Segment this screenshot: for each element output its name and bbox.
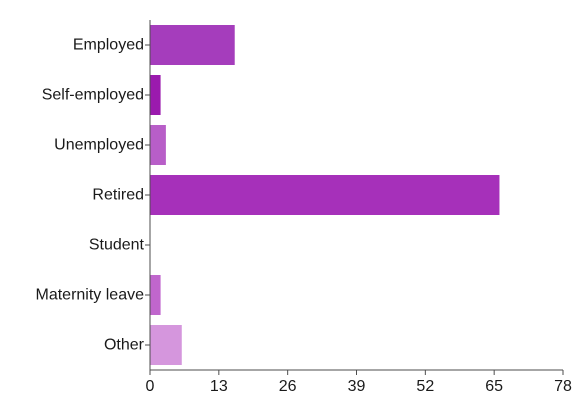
x-tick-label-52: 52 xyxy=(416,378,434,395)
x-tick-label-0: 0 xyxy=(146,378,155,395)
category-label-employed: Employed xyxy=(73,37,144,54)
category-label-student: Student xyxy=(89,237,145,254)
x-tick-label-26: 26 xyxy=(279,378,297,395)
category-label-maternity-leave: Maternity leave xyxy=(36,287,145,304)
bar-employed xyxy=(150,25,235,65)
category-label-self-employed: Self-employed xyxy=(42,87,144,104)
category-ticks xyxy=(145,44,150,346)
category-label-unemployed: Unemployed xyxy=(54,137,144,154)
category-label-other: Other xyxy=(104,337,145,354)
x-tick-label-65: 65 xyxy=(485,378,503,395)
category-labels: Employed Self-employed Unemployed Retired St… xyxy=(36,37,145,354)
bar-self-employed xyxy=(150,75,161,115)
category-label-retired: Retired xyxy=(92,187,144,204)
bar-other xyxy=(150,325,182,365)
x-tick-label-39: 39 xyxy=(348,378,366,395)
x-tick-label-13: 13 xyxy=(210,378,228,395)
bar-retired xyxy=(150,175,500,215)
bar-unemployed xyxy=(150,125,166,165)
bar-maternity-leave xyxy=(150,275,161,315)
x-tick-label-78: 78 xyxy=(554,378,572,395)
x-axis-ticks: 0 13 26 39 52 65 78 xyxy=(146,370,572,395)
bars xyxy=(150,25,500,365)
